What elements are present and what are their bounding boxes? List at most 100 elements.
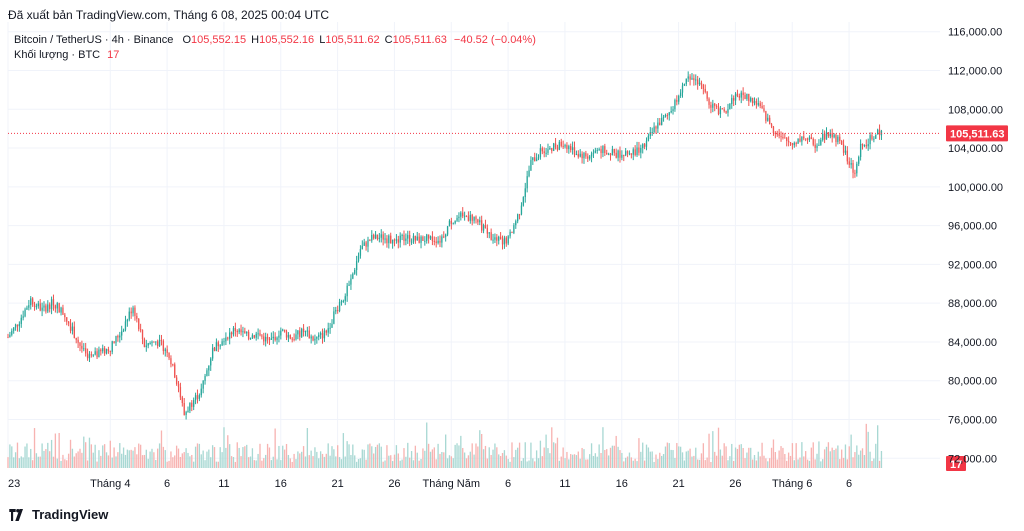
candle-body	[229, 332, 231, 339]
volume-bar	[672, 450, 674, 468]
candle-body	[41, 307, 43, 311]
candle-body	[242, 331, 244, 333]
volume-bar	[556, 437, 559, 468]
volume-bar	[861, 448, 864, 468]
candle-body	[479, 220, 481, 223]
candle-body	[499, 236, 502, 240]
candle-body	[517, 214, 519, 222]
candle-body	[797, 138, 799, 144]
candle-body	[191, 402, 193, 407]
volume-bar	[52, 456, 55, 468]
candle-body	[562, 145, 564, 147]
candle-body	[259, 333, 261, 336]
candle-body	[58, 303, 60, 313]
volume-bar	[276, 459, 278, 468]
volume-bar	[759, 456, 761, 468]
candle-body	[697, 79, 699, 85]
candle-body	[727, 109, 729, 113]
volume-bar	[160, 430, 163, 468]
volume-bar	[738, 444, 741, 468]
volume-bar	[729, 456, 731, 468]
candle-body	[325, 330, 327, 333]
volume-bar	[314, 447, 316, 468]
volume-bar	[390, 455, 392, 468]
candle-body	[393, 239, 396, 241]
candle-body	[465, 215, 468, 217]
volume-bar	[255, 460, 257, 468]
candle-body	[280, 330, 282, 336]
candle-body	[859, 143, 862, 157]
candle-body	[355, 261, 358, 270]
volume-bar	[799, 457, 801, 468]
candle-body	[122, 329, 125, 332]
volume-bar	[35, 453, 38, 468]
candle-body	[689, 76, 691, 80]
volume-bar	[602, 427, 604, 468]
volume-bar	[274, 428, 276, 468]
candle-body	[873, 138, 875, 140]
volume-bar	[876, 425, 879, 468]
volume-bar	[776, 459, 778, 468]
candle-body	[331, 323, 333, 328]
volume-bar	[630, 457, 633, 468]
volume-bar	[282, 445, 284, 468]
volume-bar	[206, 451, 208, 468]
volume-bar	[515, 449, 517, 468]
candle-body	[310, 336, 312, 339]
candle-body	[35, 306, 38, 308]
candle-body	[403, 235, 405, 241]
volume-bar	[482, 449, 485, 468]
change-value: −40.52 (−0.04%)	[453, 34, 536, 46]
candle-body	[291, 338, 293, 340]
volume-bar	[7, 457, 9, 468]
volume-bar	[247, 457, 250, 468]
candle-body	[725, 111, 727, 113]
candle-body	[856, 163, 858, 174]
candle-body	[642, 144, 644, 149]
candle-body	[386, 238, 388, 244]
candle-body	[213, 347, 216, 352]
volume-bar	[204, 460, 206, 468]
candle-body	[850, 163, 852, 165]
candle-body	[609, 153, 612, 156]
volume-bar	[818, 441, 820, 468]
candle-body	[617, 150, 619, 158]
candle-body	[16, 324, 19, 327]
candle-body	[64, 314, 66, 318]
volume-bar	[869, 451, 871, 468]
footer-brand[interactable]: TradingView	[8, 507, 108, 522]
volume-bar	[416, 452, 418, 468]
volume-bar	[535, 450, 538, 468]
candle-body	[338, 302, 341, 311]
candle-body	[723, 109, 725, 112]
volume-bar	[94, 444, 96, 468]
volume-bar	[310, 450, 312, 468]
volume-bar	[81, 452, 83, 468]
candle-body	[151, 341, 153, 344]
volume-bar	[725, 446, 727, 468]
volume-bar	[18, 458, 21, 468]
volume-bar	[439, 453, 441, 468]
price-chart[interactable]: 105,511.63 17 116,000.00 112,000.00 108,000…	[0, 22, 1024, 492]
last-price-label: 105,511.63	[950, 128, 1004, 140]
volume-bar	[621, 452, 623, 468]
candle-body	[162, 341, 165, 352]
volume-bar	[558, 460, 561, 468]
volume-bar	[380, 446, 382, 468]
candle-body	[681, 85, 684, 93]
volume-bar	[352, 444, 354, 468]
volume-bar	[24, 446, 26, 468]
volume-bar	[363, 449, 365, 468]
volume-bar	[848, 446, 850, 468]
candle-body	[410, 241, 413, 243]
y-tick-label: 92,000.00	[948, 259, 997, 271]
candle-body	[795, 142, 797, 144]
volume-bar	[232, 457, 235, 468]
candle-body	[350, 278, 352, 285]
candle-body	[755, 100, 758, 105]
volume-bar	[801, 442, 803, 468]
volume-label: Khối lượng · BTC	[14, 49, 101, 61]
candle-body	[626, 151, 629, 154]
candle-body	[31, 298, 34, 305]
candle-body	[704, 88, 706, 92]
